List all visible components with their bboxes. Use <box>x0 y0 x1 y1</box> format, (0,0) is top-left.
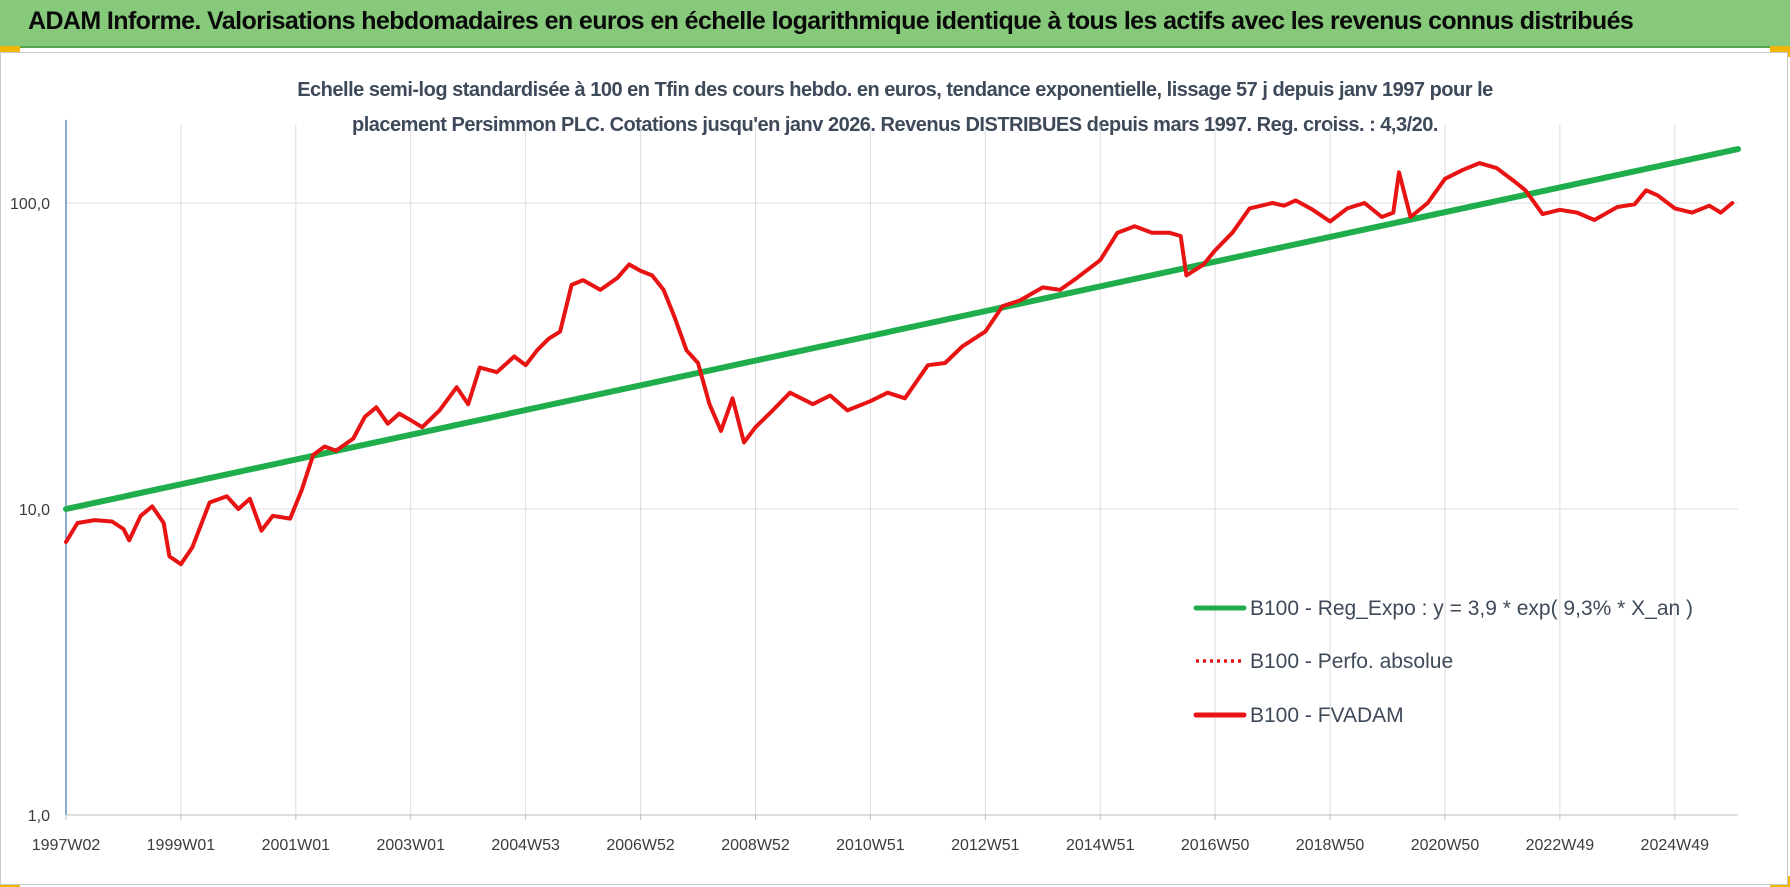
y-tick-label: 100,0 <box>10 196 50 213</box>
chart-title-line-2: placement Persimmon PLC. Cotations jusqu… <box>352 114 1438 136</box>
y-tick-label: 10,0 <box>19 502 50 519</box>
x-tick-label: 2004W53 <box>491 837 560 854</box>
chart-title-line-1: Echelle semi-log standardisée à 100 en T… <box>297 79 1493 101</box>
x-tick-label: 2012W51 <box>951 837 1020 854</box>
y-tick-label: 1,0 <box>28 808 50 825</box>
x-tick-label: 2016W50 <box>1181 837 1250 854</box>
x-tick-label: 2010W51 <box>836 837 905 854</box>
x-tick-label: 1997W02 <box>32 837 101 854</box>
corner-accent-top-left <box>0 46 20 57</box>
header-bar: ADAM Informe. Valorisations hebdomadaire… <box>0 0 1790 48</box>
x-tick-label: 2003W01 <box>376 837 445 854</box>
x-tick-label: 2006W52 <box>606 837 675 854</box>
x-tick-label: 2008W52 <box>721 837 790 854</box>
fvadam-series-line <box>64 161 1735 567</box>
x-tick-label: 2024W49 <box>1641 837 1710 854</box>
chart-frame <box>0 52 1788 885</box>
x-tick-label: 2001W01 <box>262 837 331 854</box>
legend-label-perfo-absolue: B100 - Perfo. absolue <box>1250 650 1453 673</box>
regression-series-line <box>63 146 1741 512</box>
corner-accent-top-right <box>1770 46 1790 57</box>
x-tick-label: 2020W50 <box>1411 837 1480 854</box>
x-tick-label: 1999W01 <box>147 837 216 854</box>
legend-label-regression: B100 - Reg_Expo : y = 3,9 * exp( 9,3% * … <box>1250 597 1693 620</box>
legend-label-fvadam: B100 - FVADAM <box>1250 704 1404 727</box>
x-tick-label: 2022W49 <box>1526 837 1595 854</box>
x-tick-label: 2018W50 <box>1296 837 1365 854</box>
page-title: ADAM Informe. Valorisations hebdomadaire… <box>28 7 1634 35</box>
x-tick-label: 2014W51 <box>1066 837 1135 854</box>
